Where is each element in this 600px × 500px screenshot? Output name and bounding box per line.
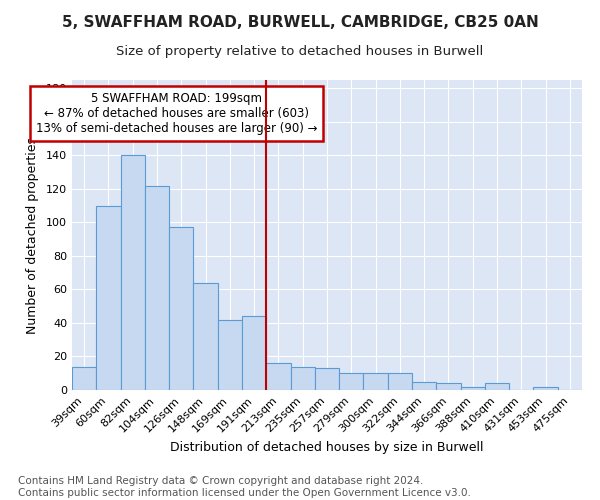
Bar (242, 316, 266, 390)
Bar (339, 373, 364, 390)
Text: 5, SWAFFHAM ROAD, BURWELL, CAMBRIDGE, CB25 0AN: 5, SWAFFHAM ROAD, BURWELL, CAMBRIDGE, CB… (62, 15, 538, 30)
Bar (193, 283, 218, 390)
Bar (315, 368, 339, 390)
Text: 5 SWAFFHAM ROAD: 199sqm
← 87% of detached houses are smaller (603)
13% of semi-d: 5 SWAFFHAM ROAD: 199sqm ← 87% of detache… (35, 92, 317, 134)
Bar (145, 186, 169, 390)
Bar (121, 156, 145, 390)
Bar (412, 382, 436, 390)
Bar (96, 206, 121, 390)
Bar (533, 386, 558, 390)
Bar (266, 363, 290, 390)
Bar (461, 386, 485, 390)
Bar (290, 366, 315, 390)
Bar (436, 384, 461, 390)
Bar (218, 320, 242, 390)
Text: Size of property relative to detached houses in Burwell: Size of property relative to detached ho… (116, 45, 484, 58)
Text: Contains HM Land Registry data © Crown copyright and database right 2024.
Contai: Contains HM Land Registry data © Crown c… (18, 476, 471, 498)
Bar (388, 373, 412, 390)
Bar (169, 228, 193, 390)
Bar (485, 384, 509, 390)
Bar (72, 366, 96, 390)
X-axis label: Distribution of detached houses by size in Burwell: Distribution of detached houses by size … (170, 441, 484, 454)
Y-axis label: Number of detached properties: Number of detached properties (26, 136, 39, 334)
Bar (364, 373, 388, 390)
